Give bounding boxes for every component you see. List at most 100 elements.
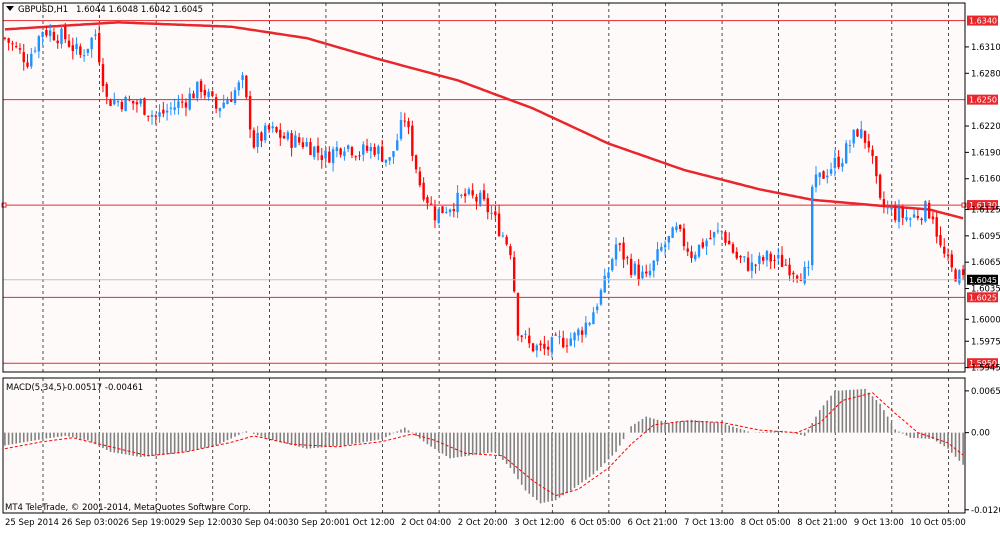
price-tick-label: 1.6190 xyxy=(971,148,1000,158)
candle-body-up xyxy=(818,172,821,177)
candle-body-down xyxy=(463,193,467,197)
candle-body-up xyxy=(139,100,142,104)
candle-body-up xyxy=(592,312,595,325)
candle-body-down xyxy=(15,46,18,48)
candle-body-down xyxy=(180,101,184,103)
candle-body-up xyxy=(60,28,63,45)
candle-body-up xyxy=(165,110,169,113)
horizontal-levels-layer[interactable]: 1.6340 1.6250 1.6130 1.6025 1.5950 1.6045 xyxy=(1,15,998,369)
candle-body-up xyxy=(490,212,493,214)
candle-body-down xyxy=(686,248,689,252)
candle-body-up xyxy=(675,226,678,230)
candle-body-up xyxy=(905,217,908,220)
candle-body-down xyxy=(637,264,640,280)
level-price-box xyxy=(967,200,998,211)
candle-body-down xyxy=(109,99,112,106)
candle-body-down xyxy=(71,45,74,51)
candle-body-down xyxy=(724,231,727,243)
time-axis-label: 25 Sep 2014 xyxy=(5,518,59,528)
candle-body-up xyxy=(124,96,127,112)
candle-body-down xyxy=(143,98,146,115)
time-axis-label: 6 Oct 21:00 xyxy=(627,518,677,528)
candle-body-up xyxy=(241,75,244,81)
candle-body-up xyxy=(705,240,708,247)
candle-body-up xyxy=(48,30,52,36)
time-axis-label: 8 Oct 05:00 xyxy=(741,518,791,528)
level-price-box xyxy=(967,94,998,105)
candle-body-up xyxy=(777,254,780,259)
candle-body-up xyxy=(671,227,674,238)
candle-body-up xyxy=(313,146,316,158)
time-axis-label: 26 Sep 03:00 xyxy=(62,518,119,528)
candle-body-up xyxy=(814,174,818,188)
candle-body-up xyxy=(37,36,41,52)
candle-body-up xyxy=(841,162,844,167)
candle-body-down xyxy=(154,115,157,117)
candle-body-down xyxy=(26,62,29,67)
candle-body-down xyxy=(184,102,188,108)
candle-body-up xyxy=(648,270,652,276)
time-axis-label: 6 Oct 05:00 xyxy=(571,518,621,528)
candle-body-down xyxy=(452,209,456,212)
candle-body-down xyxy=(543,343,546,349)
candle-body-up xyxy=(652,260,655,271)
candle-body-down xyxy=(441,206,444,214)
candle-body-down xyxy=(301,142,305,148)
candle-body-up xyxy=(369,147,373,152)
candle-body-down xyxy=(927,202,931,219)
candle-body-up xyxy=(116,101,120,103)
candle-body-down xyxy=(429,203,433,205)
candle-body-up xyxy=(271,126,274,129)
macd-plot-frame xyxy=(2,377,966,514)
candle-body-down xyxy=(539,343,542,346)
level-handle-right[interactable] xyxy=(961,202,967,208)
collapse-triangle-icon[interactable] xyxy=(6,6,14,11)
price-tick-label: 1.6125 xyxy=(971,205,1000,215)
candle-body-down xyxy=(920,218,923,221)
candle-body-down xyxy=(120,101,124,110)
candle-body-up xyxy=(445,212,448,214)
time-axis-label: 30 Sep 04:00 xyxy=(231,518,288,528)
candle-body-up xyxy=(501,235,505,237)
candle-body-up xyxy=(595,306,599,310)
candle-body-up xyxy=(448,209,452,213)
candle-body-down xyxy=(380,146,384,162)
candle-body-down xyxy=(629,258,633,275)
time-axis-label: 8 Oct 21:00 xyxy=(797,518,847,528)
candle-body-up xyxy=(41,31,44,38)
candle-body-down xyxy=(7,38,10,43)
candle-body-up xyxy=(286,132,290,140)
candle-body-down xyxy=(863,130,867,143)
candle-body-up xyxy=(758,255,761,264)
candle-body-down xyxy=(731,244,735,253)
macd-layer xyxy=(4,388,964,504)
candle-body-down xyxy=(279,129,282,138)
candle-body-down xyxy=(950,254,953,268)
level-price-label: 1.5950 xyxy=(969,359,997,368)
candle-body-down xyxy=(482,190,486,200)
time-axis-label: 2 Oct 20:00 xyxy=(458,518,508,528)
candle-body-up xyxy=(263,125,267,141)
candle-body-up xyxy=(456,192,459,213)
price-tick-label: 1.6280 xyxy=(971,69,1000,79)
candle-body-down xyxy=(316,145,320,153)
candle-body-down xyxy=(230,99,233,102)
candle-body-up xyxy=(177,101,180,108)
candle-body-down xyxy=(328,151,331,163)
candle-body-down xyxy=(475,196,478,202)
candle-body-down xyxy=(505,236,508,245)
candle-body-down xyxy=(739,255,742,258)
level-handle-left[interactable] xyxy=(1,202,7,208)
macd-tick-label: 0.00 xyxy=(971,429,990,439)
candle-body-up xyxy=(803,267,806,284)
candle-body-up xyxy=(479,192,482,205)
candle-body-down xyxy=(192,93,195,99)
candle-body-up xyxy=(663,244,667,248)
candle-body-down xyxy=(282,135,286,139)
macd-signal-line xyxy=(4,392,964,497)
candle-body-up xyxy=(656,249,659,262)
candle-body-down xyxy=(350,147,354,156)
candle-body-up xyxy=(667,236,671,243)
